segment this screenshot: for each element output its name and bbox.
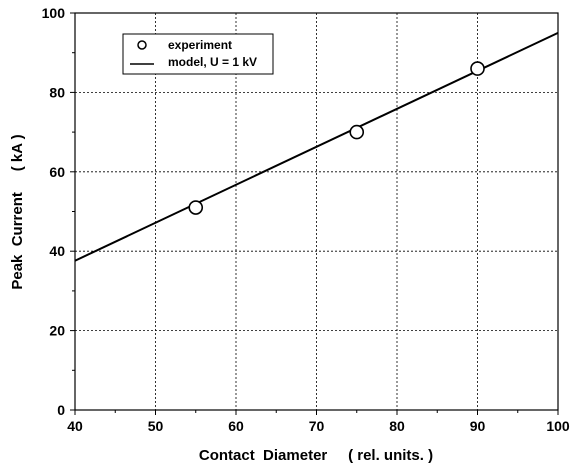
plot-frame <box>74 12 559 411</box>
y-tick-label: 0 <box>57 402 65 418</box>
y-tick-label: 100 <box>42 5 66 21</box>
x-tick-label: 100 <box>546 418 570 434</box>
legend-box <box>122 33 274 75</box>
legend-label-model: model, U = 1 kV <box>168 55 257 69</box>
x-tick-label: 90 <box>470 418 486 434</box>
x-axis-label: Contact Diameter ( rel. units. ) <box>199 447 433 464</box>
grid <box>75 13 558 410</box>
y-tick-label: 40 <box>49 243 65 259</box>
experiment-point <box>188 200 204 215</box>
x-tick-label: 70 <box>309 418 325 434</box>
legend-marker-experiment <box>137 40 147 50</box>
y-axis-label: Peak Current ( kA ) <box>9 134 26 289</box>
x-tick-label: 60 <box>228 418 244 434</box>
x-tick-label: 50 <box>148 418 164 434</box>
experiment-point <box>349 124 365 140</box>
x-tick-labels: 40 50 60 70 80 90 100 <box>67 418 570 434</box>
legend: experiment model, U = 1 kV <box>122 33 274 75</box>
y-tick-label: 80 <box>49 84 65 100</box>
experiment-point <box>470 61 485 76</box>
y-tick-label: 60 <box>49 164 65 180</box>
x-tick-label: 80 <box>389 418 405 434</box>
legend-label-experiment: experiment <box>168 38 232 52</box>
y-tick-labels: 0 20 40 60 80 100 <box>42 5 66 418</box>
x-tick-label: 40 <box>67 418 83 434</box>
y-tick-label: 20 <box>49 323 65 339</box>
series <box>74 31 559 262</box>
